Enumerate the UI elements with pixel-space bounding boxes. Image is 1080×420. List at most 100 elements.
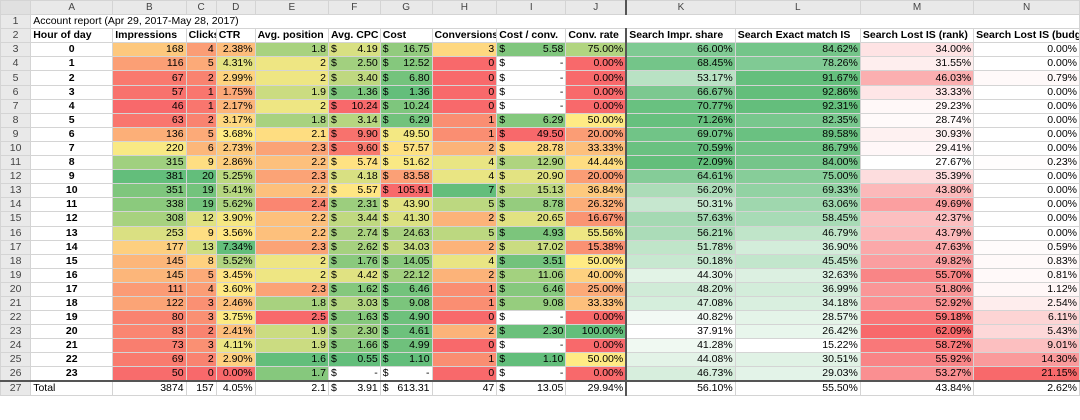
cpconv-cell[interactable]: $20.65 [496, 211, 567, 227]
budget-cell[interactable]: 0.00% [973, 126, 1080, 142]
cr-cell[interactable]: 25.00% [565, 281, 628, 297]
cpconv-cell[interactable]: $ - [496, 84, 567, 100]
impr-cell[interactable]: 145 [112, 267, 187, 283]
row-header-8[interactable]: 8 [0, 112, 32, 128]
impr-cell[interactable]: 73 [112, 338, 187, 354]
ctr-cell[interactable]: 2.41% [215, 324, 256, 340]
cr-cell[interactable]: 33.33% [565, 140, 628, 157]
pos-cell[interactable]: 1.9 [254, 338, 329, 354]
clicks-cell[interactable]: 3 [185, 310, 217, 326]
row-header-7[interactable]: 7 [0, 98, 32, 114]
pos-cell[interactable]: 2.2 [254, 211, 329, 227]
is-cell[interactable]: 56.20% [625, 183, 736, 199]
ctr-cell[interactable]: 3.45% [215, 267, 256, 283]
rank-cell[interactable]: 35.39% [859, 169, 975, 185]
header-cell[interactable]: Search Lost IS (budget) [973, 28, 1080, 44]
conv-cell[interactable]: 3 [431, 42, 498, 58]
rank-cell[interactable]: 52.92% [859, 295, 975, 312]
cpconv-cell[interactable]: $ - [496, 98, 567, 114]
rank-cell[interactable]: 49.82% [859, 253, 975, 269]
exact-cell[interactable]: 91.67% [734, 70, 861, 86]
column-header-n[interactable]: N [973, 0, 1080, 16]
cpconv-cell[interactable]: $28.78 [496, 140, 567, 157]
column-header-g[interactable]: G [379, 0, 433, 16]
ctr-cell[interactable]: 3.17% [215, 112, 256, 128]
rank-cell[interactable]: 43.79% [859, 225, 975, 241]
column-header-e[interactable]: E [254, 0, 329, 16]
impr-cell[interactable]: 111 [112, 281, 187, 297]
cpconv-cell[interactable]: $ - [496, 366, 567, 382]
impr-cell[interactable]: 116 [112, 56, 187, 72]
conv-cell[interactable]: 0 [431, 84, 498, 100]
column-header-l[interactable]: L [734, 0, 861, 16]
cpconv-cell[interactable]: $13.05 [496, 380, 567, 397]
is-cell[interactable]: 51.78% [625, 239, 736, 255]
cpconv-cell[interactable]: $ - [496, 70, 567, 86]
row-header-22[interactable]: 22 [0, 310, 32, 326]
column-header-h[interactable]: H [431, 0, 498, 16]
conv-cell[interactable]: 0 [431, 338, 498, 354]
clicks-cell[interactable]: 19 [185, 183, 217, 199]
cr-cell[interactable]: 0.00% [565, 310, 628, 326]
conv-cell[interactable]: 0 [431, 310, 498, 326]
impr-cell[interactable]: 145 [112, 253, 187, 269]
pos-cell[interactable]: 2.1 [254, 126, 329, 142]
rank-cell[interactable]: 58.72% [859, 338, 975, 354]
cpc-cell[interactable]: $2.62 [327, 239, 381, 255]
row-header-16[interactable]: 16 [0, 225, 32, 241]
cpc-cell[interactable]: $3.40 [327, 70, 381, 86]
ctr-cell[interactable]: 5.25% [215, 169, 256, 185]
is-cell[interactable]: 72.09% [625, 155, 736, 171]
conv-cell[interactable]: 4 [431, 155, 498, 171]
rank-cell[interactable]: 43.84% [859, 380, 975, 397]
cpc-cell[interactable]: $2.74 [327, 225, 381, 241]
ctr-cell[interactable]: 2.46% [215, 295, 256, 312]
cpc-cell[interactable]: $9.90 [327, 126, 381, 142]
hour-cell[interactable]: 8 [30, 155, 114, 171]
column-header-f[interactable]: F [327, 0, 381, 16]
cpconv-cell[interactable]: $ - [496, 56, 567, 72]
pos-cell[interactable]: 2.3 [254, 140, 329, 157]
is-cell[interactable]: 44.30% [625, 267, 736, 283]
impr-cell[interactable]: 308 [112, 211, 187, 227]
cr-cell[interactable]: 40.00% [565, 267, 628, 283]
clicks-cell[interactable]: 9 [185, 225, 217, 241]
ctr-cell[interactable]: 3.90% [215, 211, 256, 227]
impr-cell[interactable]: 177 [112, 239, 187, 255]
column-header-d[interactable]: D [215, 0, 256, 16]
impr-cell[interactable]: 315 [112, 155, 187, 171]
rank-cell[interactable]: 62.09% [859, 324, 975, 340]
ctr-cell[interactable]: 4.11% [215, 338, 256, 354]
pos-cell[interactable]: 2.3 [254, 281, 329, 297]
row-header-4[interactable]: 4 [0, 56, 32, 72]
impr-cell[interactable]: 67 [112, 70, 187, 86]
cpc-cell[interactable]: $4.19 [327, 42, 381, 58]
pos-cell[interactable]: 1.8 [254, 295, 329, 312]
cr-cell[interactable]: 0.00% [565, 338, 628, 354]
cost-cell[interactable]: $6.80 [379, 70, 433, 86]
cr-cell[interactable]: 16.67% [565, 211, 628, 227]
budget-cell[interactable]: 0.79% [973, 70, 1080, 86]
cr-cell[interactable]: 44.44% [565, 155, 628, 171]
budget-cell[interactable]: 2.62% [973, 380, 1080, 397]
impr-cell[interactable]: 80 [112, 310, 187, 326]
hour-cell[interactable]: 2 [30, 70, 114, 86]
total-label[interactable]: Total [30, 380, 114, 397]
clicks-cell[interactable]: 3 [185, 295, 217, 312]
rank-cell[interactable]: 31.55% [859, 56, 975, 72]
rank-cell[interactable]: 47.63% [859, 239, 975, 255]
row-header-26[interactable]: 26 [0, 366, 32, 382]
clicks-cell[interactable]: 19 [185, 197, 217, 213]
ctr-cell[interactable]: 5.41% [215, 183, 256, 199]
cost-cell[interactable]: $ - [379, 366, 433, 382]
exact-cell[interactable]: 75.00% [734, 169, 861, 185]
rank-cell[interactable]: 28.74% [859, 112, 975, 128]
cpconv-cell[interactable]: $ - [496, 310, 567, 326]
cpc-cell[interactable]: $5.74 [327, 155, 381, 171]
ctr-cell[interactable]: 2.17% [215, 98, 256, 114]
hour-cell[interactable]: 14 [30, 239, 114, 255]
cost-cell[interactable]: $49.50 [379, 126, 433, 142]
exact-cell[interactable]: 92.86% [734, 84, 861, 100]
pos-cell[interactable]: 2.5 [254, 310, 329, 326]
pos-cell[interactable]: 2 [254, 70, 329, 86]
